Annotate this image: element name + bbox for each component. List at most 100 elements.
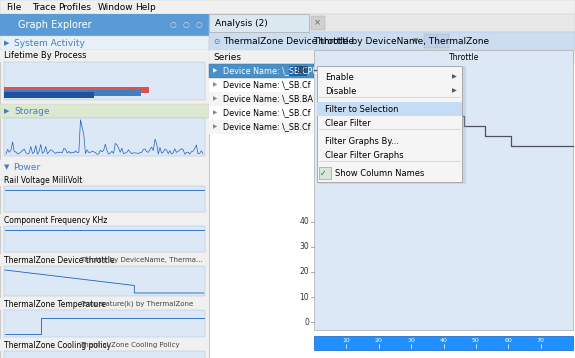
Bar <box>317 66 462 182</box>
Text: 40: 40 <box>299 217 309 226</box>
Text: Analysis (2): Analysis (2) <box>215 19 268 28</box>
Text: ▶: ▶ <box>452 74 457 79</box>
Bar <box>0 104 209 118</box>
Text: Show Column Names: Show Column Names <box>335 169 424 178</box>
Text: ▼: ▼ <box>4 164 9 170</box>
Text: 40: 40 <box>439 339 447 343</box>
Text: Device Name: \_SB.Cf: Device Name: \_SB.Cf <box>223 122 310 131</box>
Bar <box>209 78 314 92</box>
Text: Throttle: Throttle <box>449 53 480 62</box>
Text: Clear Filter: Clear Filter <box>325 118 371 127</box>
Bar <box>209 14 309 32</box>
Text: 50: 50 <box>472 339 480 343</box>
Text: 70: 70 <box>536 339 545 343</box>
Bar <box>4 351 205 358</box>
Bar <box>319 66 466 184</box>
Text: ThermalZone Device throttle: ThermalZone Device throttle <box>223 37 354 45</box>
Text: ▶: ▶ <box>213 82 217 87</box>
Bar <box>4 89 129 95</box>
Text: Power: Power <box>13 163 40 171</box>
Bar <box>209 14 575 32</box>
Text: Help: Help <box>135 3 156 11</box>
Bar <box>4 226 205 252</box>
Text: 30: 30 <box>299 242 309 251</box>
Text: ThermalZone Cooling policy: ThermalZone Cooling policy <box>4 340 111 349</box>
Bar <box>0 254 209 266</box>
Text: Device Name: \_SB.Cf: Device Name: \_SB.Cf <box>223 108 310 117</box>
Text: Throttle by DeviceName, Therma...: Throttle by DeviceName, Therma... <box>80 257 203 263</box>
Bar <box>0 0 575 14</box>
Bar <box>0 298 209 310</box>
Bar <box>4 87 149 93</box>
Bar <box>314 50 573 330</box>
Bar <box>4 62 205 100</box>
Text: ThermalZone Device throttle: ThermalZone Device throttle <box>4 256 114 265</box>
Bar <box>289 66 307 76</box>
Bar <box>209 50 575 64</box>
Bar <box>0 36 209 50</box>
Text: 60: 60 <box>504 339 512 343</box>
Bar <box>4 186 205 212</box>
Bar <box>209 92 314 106</box>
Text: ▶: ▶ <box>4 108 9 114</box>
Bar <box>0 160 209 174</box>
Text: ✓: ✓ <box>320 169 327 178</box>
Text: Component Frequency KHz: Component Frequency KHz <box>4 216 108 224</box>
Text: Filter to Selection: Filter to Selection <box>325 105 398 113</box>
Text: ThermalZone Temperature: ThermalZone Temperature <box>4 300 106 309</box>
Text: Throttle by DeviceName, ThermalZone: Throttle by DeviceName, ThermalZone <box>313 37 489 45</box>
Text: Rail Voltage MilliVolt: Rail Voltage MilliVolt <box>4 175 82 184</box>
Text: Device Name: \_SB.CPU0: Device Name: \_SB.CPU0 <box>223 67 323 76</box>
Bar <box>209 106 314 120</box>
Bar <box>311 16 325 30</box>
Bar <box>317 102 462 116</box>
Bar <box>4 310 205 337</box>
Text: Temperature(k) by ThermalZone: Temperature(k) by ThermalZone <box>80 301 193 307</box>
Bar <box>424 34 436 48</box>
Text: Lifetime By Process: Lifetime By Process <box>4 52 86 61</box>
Bar <box>209 64 314 78</box>
Text: ⊙: ⊙ <box>213 37 220 45</box>
Text: 20: 20 <box>300 267 309 276</box>
Bar <box>209 120 314 134</box>
Bar <box>0 50 209 62</box>
Bar <box>0 214 209 226</box>
Text: Enable: Enable <box>325 73 354 82</box>
Bar <box>0 14 209 358</box>
Text: ▶: ▶ <box>213 125 217 130</box>
Text: Trace: Trace <box>32 3 56 11</box>
Bar <box>4 266 205 296</box>
Text: Device Name: \_SB.Cf: Device Name: \_SB.Cf <box>223 81 310 90</box>
Bar <box>4 118 205 156</box>
Text: System Activity: System Activity <box>14 39 85 48</box>
Text: ▶: ▶ <box>213 111 217 116</box>
Text: File: File <box>6 3 21 11</box>
Text: 100: 100 <box>294 66 309 75</box>
Text: Clear Filter Graphs: Clear Filter Graphs <box>325 150 404 160</box>
Text: ▶: ▶ <box>213 97 217 102</box>
Text: Filter Graphs By...: Filter Graphs By... <box>325 136 399 145</box>
Text: Thermal Zone Cooling Policy: Thermal Zone Cooling Policy <box>80 342 179 348</box>
Text: Profiles: Profiles <box>58 3 91 11</box>
Text: 30: 30 <box>407 339 415 343</box>
Text: ×: × <box>314 19 321 28</box>
Bar <box>209 32 575 50</box>
Text: ○: ○ <box>183 20 190 29</box>
Bar <box>0 14 209 36</box>
Text: ▶: ▶ <box>452 88 457 93</box>
Text: ▶: ▶ <box>213 68 217 73</box>
Text: Series: Series <box>213 53 241 62</box>
Text: Disable: Disable <box>325 87 356 96</box>
Bar <box>0 339 209 351</box>
Text: Storage: Storage <box>14 106 49 116</box>
Bar <box>0 174 209 186</box>
Bar <box>314 336 573 350</box>
Bar <box>437 34 449 48</box>
Text: 10: 10 <box>343 339 350 343</box>
Bar <box>4 91 141 97</box>
Text: 0: 0 <box>304 318 309 327</box>
Bar <box>4 92 94 98</box>
Text: ▼: ▼ <box>413 38 419 44</box>
Text: 20: 20 <box>375 339 383 343</box>
Text: ▶: ▶ <box>4 40 9 46</box>
